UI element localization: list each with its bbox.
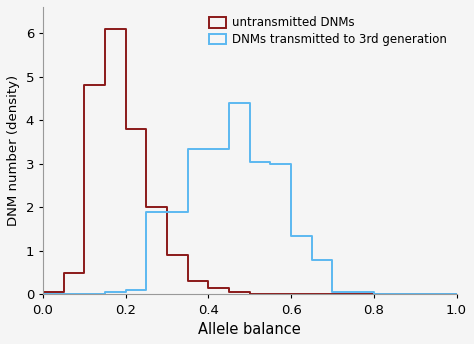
Y-axis label: DNM number (density): DNM number (density) <box>7 75 20 226</box>
X-axis label: Allele balance: Allele balance <box>199 322 301 337</box>
Legend: untransmitted DNMs, DNMs transmitted to 3rd generation: untransmitted DNMs, DNMs transmitted to … <box>205 13 451 50</box>
